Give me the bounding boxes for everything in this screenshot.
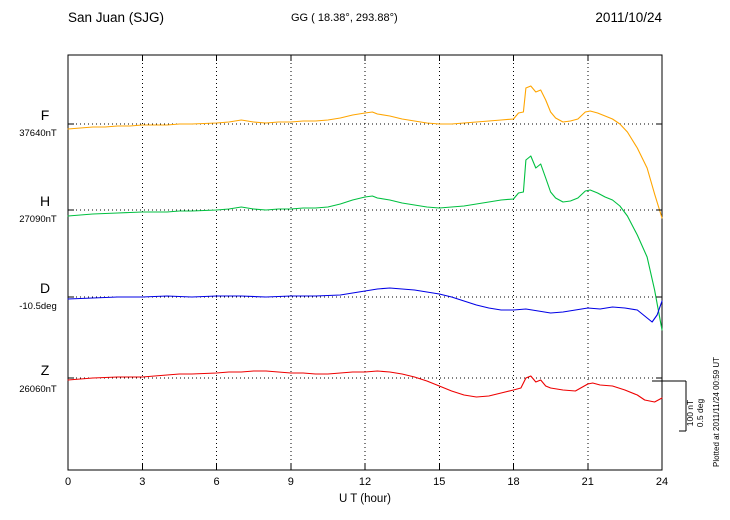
- geographic-coordinates-label: GG ( 18.38°, 293.88°): [291, 12, 398, 24]
- x-tick-6: 6: [213, 476, 219, 488]
- x-tick-24: 24: [656, 476, 668, 488]
- x-tick-3: 3: [139, 476, 145, 488]
- x-tick-12: 12: [359, 476, 371, 488]
- station-title: San Juan (SJG): [68, 10, 164, 25]
- x-tick-21: 21: [582, 476, 594, 488]
- scale-label-nt: 100 nT: [685, 400, 695, 426]
- scale-label-deg: 0.5 deg: [695, 399, 705, 428]
- plot-area: [67, 54, 687, 471]
- x-tick-18: 18: [507, 476, 519, 488]
- plotted-at-label: Plotted at 2011/11/24 00:59 UT: [712, 357, 721, 467]
- channel-letter-f: F: [41, 107, 50, 123]
- x-tick-9: 9: [288, 476, 294, 488]
- channel-baseline-z: 26060nT: [19, 384, 57, 395]
- channel-letter-z: Z: [41, 362, 50, 378]
- channel-baseline-d: -10.5deg: [19, 301, 57, 312]
- channel-letter-h: H: [40, 193, 50, 209]
- date-label: 2011/10/24: [595, 10, 662, 25]
- channel-baseline-f: 37640nT: [19, 128, 57, 139]
- x-axis-title: U T (hour): [339, 493, 391, 505]
- x-tick-0: 0: [65, 476, 71, 488]
- x-tick-15: 15: [433, 476, 445, 488]
- channel-letter-d: D: [40, 280, 50, 296]
- channel-baseline-h: 27090nT: [19, 214, 57, 225]
